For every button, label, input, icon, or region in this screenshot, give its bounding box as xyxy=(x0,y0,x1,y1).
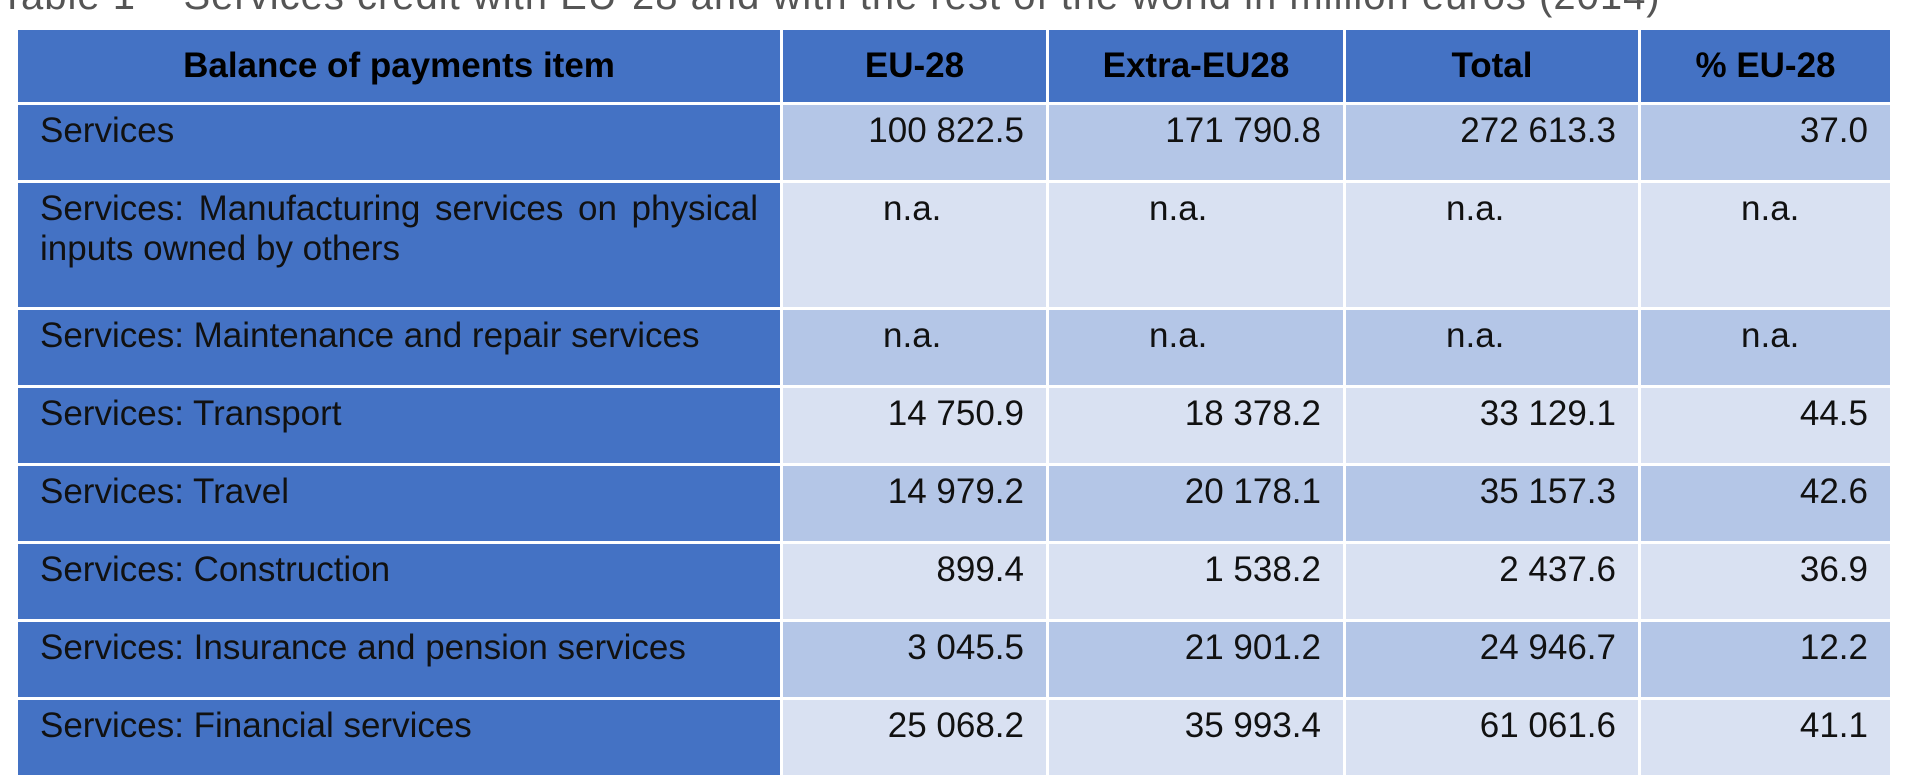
table-row: Services: Travel 14 979.2 20 178.1 35 157.3… xyxy=(15,463,1893,544)
row-label: Services: Transport xyxy=(15,385,783,466)
table-cell: 21 901.2 xyxy=(1046,619,1346,700)
table-cell: 41.1 xyxy=(1638,697,1893,778)
table-cell: 25 068.2 xyxy=(780,697,1049,778)
row-label: Services: Construction xyxy=(15,541,783,622)
table-cell: 272 613.3 xyxy=(1343,102,1641,183)
table-cell: 3 045.5 xyxy=(780,619,1049,700)
table-cell: n.a. xyxy=(1638,307,1893,388)
row-label: Services: Financial services xyxy=(15,697,783,778)
table-cell: n.a. xyxy=(780,307,1049,388)
table-title: Table 1 – Services credit with EU-28 and… xyxy=(0,0,1661,19)
table-cell: n.a. xyxy=(780,180,1049,310)
table-cell: 2 437.6 xyxy=(1343,541,1641,622)
table-cell: 14 979.2 xyxy=(780,463,1049,544)
table-cell: 18 378.2 xyxy=(1046,385,1346,466)
table-row: Services: Insurance and pension services… xyxy=(15,619,1893,700)
table-cell: 33 129.1 xyxy=(1343,385,1641,466)
table-row: Services: Financial services 25 068.2 35 9… xyxy=(15,697,1893,778)
table-cell: 171 790.8 xyxy=(1046,102,1346,183)
table-cell: 1 538.2 xyxy=(1046,541,1346,622)
table-cell: n.a. xyxy=(1343,307,1641,388)
table-cell: n.a. xyxy=(1638,180,1893,310)
table-cell: n.a. xyxy=(1343,180,1641,310)
table-cell: 20 178.1 xyxy=(1046,463,1346,544)
table-cell: 24 946.7 xyxy=(1343,619,1641,700)
table-row: Services: Maintenance and repair service… xyxy=(15,307,1893,388)
services-credit-table: Balance of payments item EU-28 Extra-EU2… xyxy=(15,27,1893,778)
table-cell: 14 750.9 xyxy=(780,385,1049,466)
header-row: Balance of payments item EU-28 Extra-EU2… xyxy=(15,27,1893,105)
table-cell: 36.9 xyxy=(1638,541,1893,622)
table-cell: 42.6 xyxy=(1638,463,1893,544)
column-header: Balance of payments item xyxy=(15,27,783,105)
table-row: Services: Manufacturing services on phys… xyxy=(15,180,1893,310)
column-header: Extra-EU28 xyxy=(1046,27,1346,105)
table-row: Services: Construction 899.4 1 538.2 2 437.… xyxy=(15,541,1893,622)
table-cell: 899.4 xyxy=(780,541,1049,622)
column-header: Total xyxy=(1343,27,1641,105)
table-cell: 44.5 xyxy=(1638,385,1893,466)
row-label: Services: Insurance and pension services xyxy=(15,619,783,700)
column-header: % EU-28 xyxy=(1638,27,1893,105)
table-cell: n.a. xyxy=(1046,307,1346,388)
table-cell: 37.0 xyxy=(1638,102,1893,183)
table-cell: 35 993.4 xyxy=(1046,697,1346,778)
table-cell: 12.2 xyxy=(1638,619,1893,700)
row-label: Services: Maintenance and repair service… xyxy=(15,307,783,388)
table-row: Services 100 822.5 171 790.8 272 613.3 37.0 xyxy=(15,102,1893,183)
row-label: Services xyxy=(15,102,783,183)
table-cell: n.a. xyxy=(1046,180,1346,310)
table-cell: 35 157.3 xyxy=(1343,463,1641,544)
row-label: Services: Manufacturing services on phys… xyxy=(15,180,783,310)
table-cell: 61 061.6 xyxy=(1343,697,1641,778)
table-cell: 100 822.5 xyxy=(780,102,1049,183)
row-label: Services: Travel xyxy=(15,463,783,544)
column-header: EU-28 xyxy=(780,27,1049,105)
table-row: Services: Transport 14 750.9 18 378.2 33 12… xyxy=(15,385,1893,466)
